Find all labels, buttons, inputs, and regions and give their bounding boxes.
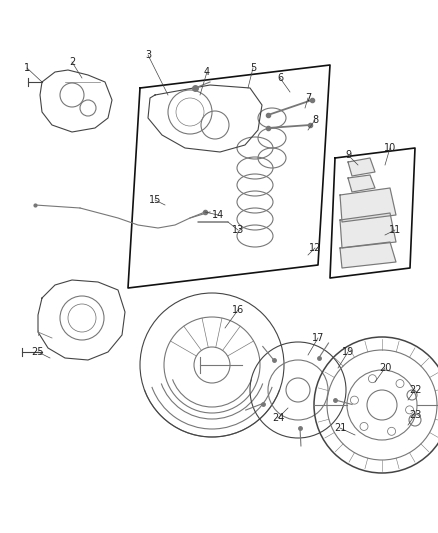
Polygon shape	[340, 242, 396, 268]
Text: 4: 4	[204, 67, 210, 77]
Polygon shape	[340, 188, 396, 222]
Text: 6: 6	[277, 73, 283, 83]
Text: 1: 1	[24, 63, 30, 73]
Polygon shape	[348, 158, 375, 176]
Polygon shape	[348, 175, 375, 192]
Text: 9: 9	[345, 150, 351, 160]
Polygon shape	[340, 213, 396, 248]
Text: 15: 15	[149, 195, 161, 205]
Text: 10: 10	[384, 143, 396, 153]
Text: 3: 3	[145, 50, 151, 60]
Text: 24: 24	[272, 413, 284, 423]
Text: 7: 7	[305, 93, 311, 103]
Text: 8: 8	[312, 115, 318, 125]
Text: 2: 2	[69, 57, 75, 67]
Text: 14: 14	[212, 210, 224, 220]
Text: 19: 19	[342, 347, 354, 357]
Text: 13: 13	[232, 225, 244, 235]
Text: 12: 12	[309, 243, 321, 253]
Text: 11: 11	[389, 225, 401, 235]
Text: 5: 5	[250, 63, 256, 73]
Text: 23: 23	[409, 410, 421, 420]
Text: 20: 20	[379, 363, 391, 373]
Text: 17: 17	[312, 333, 324, 343]
Text: 25: 25	[32, 347, 44, 357]
Text: 16: 16	[232, 305, 244, 315]
Text: 21: 21	[334, 423, 346, 433]
Text: 22: 22	[409, 385, 421, 395]
